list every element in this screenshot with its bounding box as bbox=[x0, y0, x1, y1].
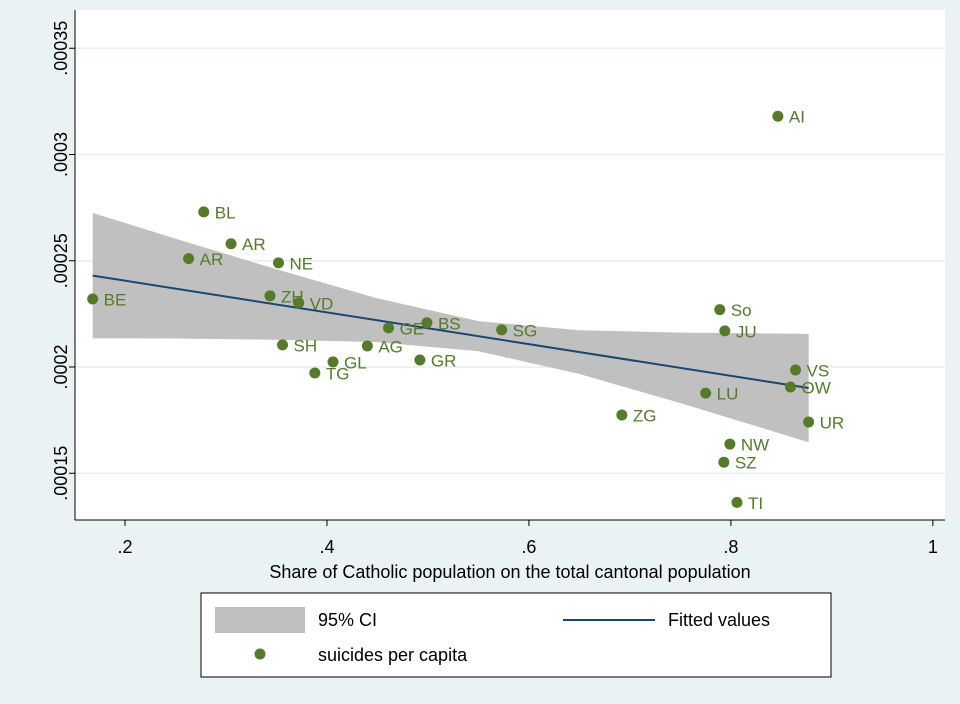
legend bbox=[200, 592, 832, 678]
point-label: BE bbox=[104, 290, 127, 309]
point-label: GL bbox=[344, 353, 367, 372]
point-label: So bbox=[731, 301, 752, 320]
point bbox=[772, 110, 784, 122]
point bbox=[414, 354, 426, 366]
point bbox=[272, 257, 284, 269]
point-label: TI bbox=[748, 494, 763, 513]
point-label: BS bbox=[438, 314, 461, 333]
x-tick-label: .8 bbox=[723, 537, 738, 557]
legend-label: 95% CI bbox=[318, 610, 377, 630]
point bbox=[309, 367, 321, 379]
point-label: TG bbox=[326, 364, 350, 383]
point-label: GR bbox=[431, 351, 457, 370]
point-label: AR bbox=[242, 235, 266, 254]
point-label: AG bbox=[378, 337, 403, 356]
legend-swatch bbox=[254, 648, 266, 660]
point bbox=[496, 324, 508, 336]
x-axis-label: Share of Catholic population on the tota… bbox=[269, 562, 750, 582]
point-label: GE bbox=[400, 319, 425, 338]
x-tick-label: .4 bbox=[319, 537, 334, 557]
point-label: UR bbox=[820, 414, 845, 433]
point bbox=[264, 290, 276, 302]
legend-label: Fitted values bbox=[668, 610, 770, 630]
point-label: SZ bbox=[735, 454, 757, 473]
point bbox=[225, 238, 237, 250]
point bbox=[784, 381, 796, 393]
point bbox=[198, 206, 210, 218]
point bbox=[421, 317, 433, 329]
point bbox=[790, 364, 802, 376]
point bbox=[293, 297, 305, 309]
point bbox=[714, 304, 726, 316]
point-label: BL bbox=[215, 203, 236, 222]
ci-band bbox=[92, 212, 809, 443]
point-label: VD bbox=[310, 294, 334, 313]
fitted-line bbox=[92, 274, 809, 390]
y-tick-label: .0002 bbox=[51, 344, 71, 389]
x-tick-label: 1 bbox=[928, 537, 938, 557]
y-tick-label: .00015 bbox=[51, 446, 71, 501]
point bbox=[731, 496, 743, 508]
point-label: ZG bbox=[633, 407, 657, 426]
point bbox=[383, 322, 395, 334]
y-tick-label: .00035 bbox=[51, 21, 71, 76]
point-label: VS bbox=[807, 361, 830, 380]
point-label: OW bbox=[801, 378, 830, 397]
legend-label: suicides per capita bbox=[318, 645, 468, 665]
point-label: JU bbox=[736, 322, 757, 341]
legend-swatch bbox=[215, 607, 305, 633]
point bbox=[616, 409, 628, 421]
point-label: LU bbox=[717, 385, 739, 404]
point bbox=[277, 339, 289, 351]
y-tick-label: .00025 bbox=[51, 233, 71, 288]
point bbox=[803, 416, 815, 428]
point bbox=[724, 438, 736, 450]
point bbox=[718, 456, 730, 468]
point-label: NE bbox=[289, 254, 313, 273]
point-label: AR bbox=[200, 250, 224, 269]
point bbox=[327, 356, 339, 368]
point-label: SH bbox=[294, 336, 318, 355]
point bbox=[183, 253, 195, 265]
point bbox=[719, 325, 731, 337]
point bbox=[700, 387, 712, 399]
point-label: SG bbox=[513, 321, 538, 340]
point bbox=[361, 340, 373, 352]
x-tick-label: .6 bbox=[521, 537, 536, 557]
y-tick-label: .0003 bbox=[51, 132, 71, 177]
point-label: AI bbox=[789, 108, 805, 127]
point bbox=[87, 293, 99, 305]
x-tick-label: .2 bbox=[117, 537, 132, 557]
point-label: NW bbox=[741, 436, 769, 455]
